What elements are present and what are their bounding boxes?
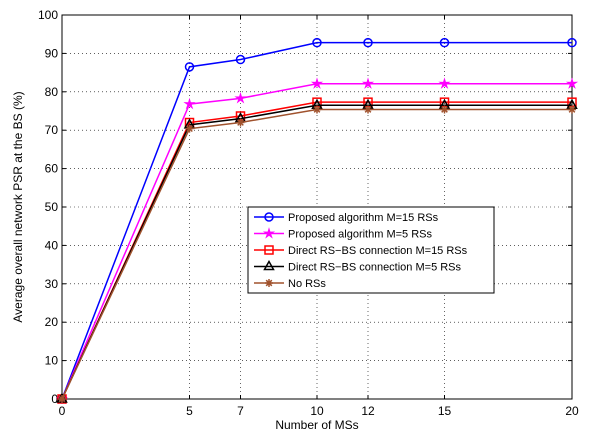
data-point bbox=[310, 77, 324, 89]
legend-entry: Direct RS−BS connection M=5 RSs bbox=[254, 259, 462, 274]
x-axis-label: Number of MSs bbox=[275, 418, 358, 432]
y-tick-label: 60 bbox=[45, 162, 59, 176]
x-tick-label: 0 bbox=[59, 404, 66, 418]
y-axis-label: Average overall network PSR at the BS (%… bbox=[11, 91, 25, 322]
series-asterisk bbox=[58, 105, 576, 403]
y-tick-label: 0 bbox=[51, 392, 58, 406]
data-point bbox=[236, 118, 245, 127]
data-point bbox=[567, 37, 577, 48]
y-tick-label: 80 bbox=[45, 85, 59, 99]
y-tick-label: 90 bbox=[45, 46, 59, 60]
legend-marker bbox=[264, 212, 274, 222]
x-tick-label: 12 bbox=[361, 404, 375, 418]
series-line bbox=[61, 41, 572, 400]
legend-entry: Proposed algorithm M=15 RSs bbox=[254, 212, 439, 224]
x-tick-label: 7 bbox=[237, 404, 244, 418]
data-point bbox=[438, 77, 451, 89]
data-point bbox=[313, 105, 321, 114]
series-line bbox=[61, 101, 572, 400]
data-point bbox=[185, 124, 194, 133]
data-point bbox=[364, 105, 372, 114]
legend-entry: No RSs bbox=[254, 278, 326, 290]
legend-marker bbox=[262, 227, 276, 239]
x-tick-label: 10 bbox=[310, 404, 324, 418]
y-tick-label: 70 bbox=[45, 123, 59, 137]
data-point bbox=[363, 37, 373, 48]
data-point bbox=[312, 37, 322, 48]
axis-ticks: 0 5 7 10 12 15 20 0 10 20 30 40 50 60 70 80 90 100 bbox=[38, 8, 579, 418]
x-tick-label: 20 bbox=[565, 404, 579, 418]
legend-entry: Direct RS−BS connection M=15 RSs bbox=[254, 245, 468, 257]
legend-marker bbox=[265, 279, 273, 287]
legend-entry: Proposed algorithm M=5 RSs bbox=[254, 227, 432, 241]
legend-label: No RSs bbox=[288, 278, 326, 290]
y-tick-label: 50 bbox=[45, 200, 59, 214]
data-point bbox=[568, 105, 576, 114]
legend: Proposed algorithm M=15 RSs Proposed algo… bbox=[247, 206, 495, 294]
y-tick-label: 10 bbox=[45, 354, 59, 368]
series-layer bbox=[55, 37, 579, 405]
y-tick-label: 100 bbox=[38, 8, 58, 22]
legend-marker bbox=[263, 259, 275, 271]
x-tick-label: 15 bbox=[438, 404, 452, 418]
y-tick-label: 20 bbox=[45, 315, 59, 329]
series-circle bbox=[57, 37, 577, 404]
legend-box bbox=[247, 206, 495, 294]
y-tick-label: 40 bbox=[45, 238, 59, 252]
legend-label: Proposed algorithm M=15 RSs bbox=[288, 212, 439, 224]
data-point bbox=[184, 62, 195, 72]
legend-label: Direct RS−BS connection M=15 RSs bbox=[288, 245, 468, 257]
data-point bbox=[361, 77, 375, 89]
data-point bbox=[183, 97, 196, 110]
data-point bbox=[439, 37, 450, 48]
x-tick-label: 5 bbox=[186, 404, 193, 418]
data-point bbox=[58, 395, 66, 403]
data-point bbox=[235, 54, 246, 65]
data-point bbox=[440, 105, 449, 114]
legend-label: Proposed algorithm M=5 RSs bbox=[288, 229, 432, 241]
legend-label: Direct RS−BS connection M=5 RSs bbox=[288, 262, 462, 274]
data-point bbox=[234, 91, 247, 104]
y-tick-label: 30 bbox=[45, 277, 59, 291]
data-point bbox=[565, 77, 579, 89]
legend-marker bbox=[264, 245, 274, 255]
